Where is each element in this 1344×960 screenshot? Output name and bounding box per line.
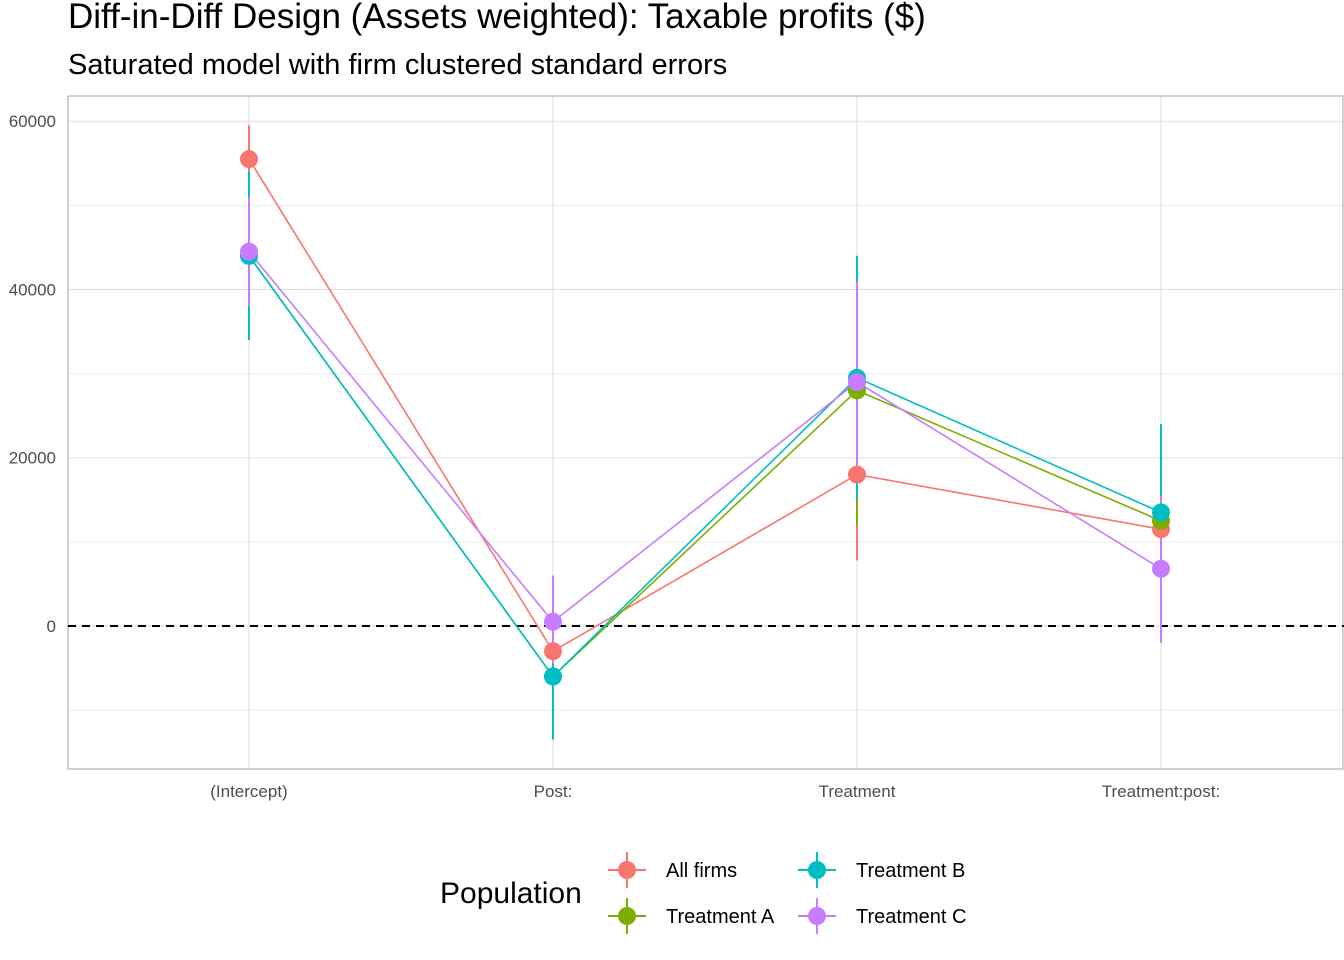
data-point xyxy=(1152,503,1170,522)
data-point xyxy=(240,150,258,169)
series-line xyxy=(248,255,1162,678)
series-line xyxy=(248,251,1162,623)
x-tick-label: (Intercept) xyxy=(210,782,287,801)
data-point xyxy=(1152,559,1170,578)
legend: Population All firms Treatment A Treatment… xyxy=(440,852,966,934)
series-line xyxy=(248,255,1162,678)
legend-key-point xyxy=(808,861,826,879)
y-tick-label: 0 xyxy=(47,617,56,636)
legend-key-point xyxy=(808,907,826,925)
legend-key-point xyxy=(618,907,636,925)
y-tick-label: 60000 xyxy=(9,112,56,131)
data-point xyxy=(240,242,258,261)
data-point xyxy=(544,642,562,661)
x-tick-label: Post: xyxy=(534,782,573,801)
legend-label: Treatment A xyxy=(666,906,775,928)
series-line xyxy=(248,158,1162,653)
data-point xyxy=(544,612,562,631)
legend-label: Treatment C xyxy=(856,906,966,928)
chart-title: Diff-in-Diff Design (Assets weighted): T… xyxy=(68,0,926,36)
data-point xyxy=(848,373,866,392)
chart-subtitle: Saturated model with firm clustered stan… xyxy=(68,49,727,81)
x-tick-label: Treatment:post: xyxy=(1102,782,1220,801)
legend-label: All firms xyxy=(666,860,737,882)
x-tick-label: Treatment xyxy=(819,782,896,801)
legend-title: Population xyxy=(440,877,582,910)
data-point xyxy=(544,667,562,686)
legend-key-point xyxy=(618,861,636,879)
data-point xyxy=(848,465,866,484)
legend-label: Treatment B xyxy=(856,860,965,882)
plot-area: 0 20000 40000 60000 (Intercept) Post: Treatmen… xyxy=(9,95,1344,801)
y-tick-label: 40000 xyxy=(9,280,56,299)
panel-border xyxy=(67,95,1344,770)
y-tick-label: 20000 xyxy=(9,449,56,468)
